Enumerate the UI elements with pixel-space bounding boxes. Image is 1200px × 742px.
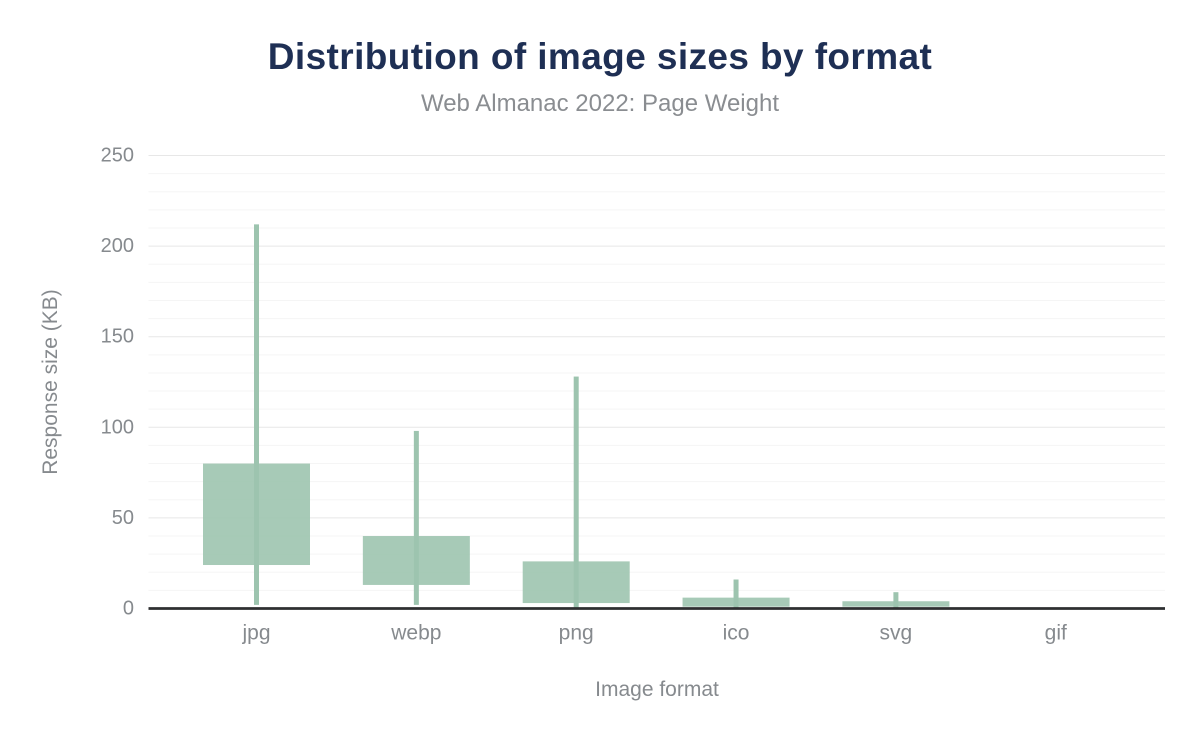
whisker-webp [413, 430, 419, 605]
y-tick-label: 250 [101, 145, 134, 167]
y-tick-label: 200 [101, 235, 134, 257]
box-jpg [203, 463, 310, 566]
x-category-label: jpg [241, 622, 270, 645]
y-tick-label: 150 [101, 326, 134, 348]
whisker-ico [733, 579, 739, 609]
y-tick-label: 0 [123, 598, 134, 620]
chart-subtitle: Web Almanac 2022: Page Weight [420, 90, 779, 117]
box-ico [682, 597, 790, 607]
y-tick-label: 100 [101, 416, 134, 438]
whisker-svg [893, 592, 899, 609]
whisker-jpg [254, 224, 259, 605]
x-category-label: webp [390, 622, 441, 645]
x-category-label: gif [1045, 622, 1067, 645]
whisker-png [573, 376, 579, 609]
x-category-label: svg [880, 622, 913, 645]
box-webp [362, 536, 470, 585]
box-svg [842, 601, 950, 607]
box-png [522, 561, 630, 604]
x-category-label: png [559, 622, 594, 645]
chart-title: Distribution of image sizes by format [267, 36, 933, 77]
x-axis-title: Image format [595, 678, 719, 701]
y-tick-label: 50 [112, 507, 134, 529]
x-category-label: ico [723, 622, 750, 645]
